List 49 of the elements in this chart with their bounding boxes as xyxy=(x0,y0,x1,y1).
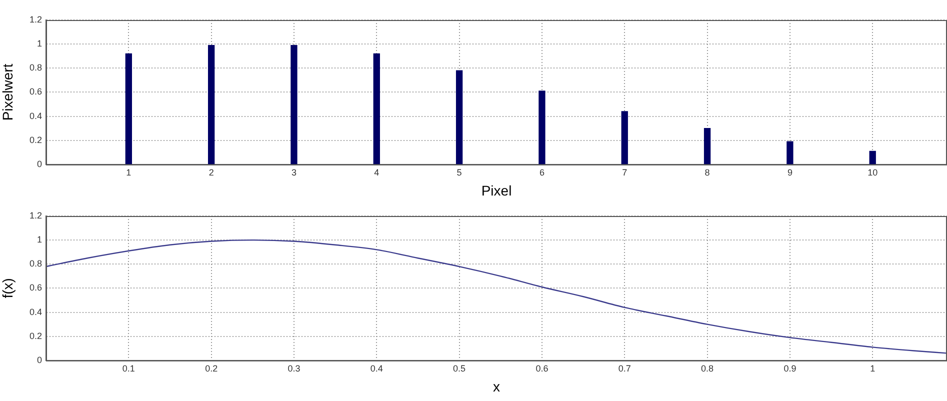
bar xyxy=(290,44,298,164)
x-tick-label: 0.6 xyxy=(536,363,548,374)
x-tick-label: 0.1 xyxy=(122,363,135,374)
x-tick-label: 7 xyxy=(622,167,628,178)
bar xyxy=(456,70,463,164)
bar xyxy=(208,44,215,164)
y-tick-label: 0.6 xyxy=(29,282,42,293)
bar xyxy=(538,90,546,164)
x-tick-label: 0.9 xyxy=(784,363,796,374)
y-tick-label: 0 xyxy=(36,354,42,365)
x-tick-label: 0.7 xyxy=(618,363,631,374)
x-tick-label: 0.8 xyxy=(701,363,714,374)
y-axis-title: f(x) xyxy=(0,278,16,298)
x-tick-label: 4 xyxy=(374,167,380,178)
x-tick-label: 9 xyxy=(787,167,792,178)
x-tick-label: 5 xyxy=(456,167,462,178)
y-tick-label: 1 xyxy=(36,234,42,245)
x-tick-label: 8 xyxy=(704,167,710,178)
y-tick-label: 1.2 xyxy=(29,14,42,24)
y-axis-title: Pixelwert xyxy=(0,64,16,121)
y-tick-label: 0.2 xyxy=(29,330,42,341)
y-tick-label: 0.2 xyxy=(29,134,42,145)
x-tick-label: 3 xyxy=(291,167,296,178)
bar xyxy=(373,53,380,164)
x-tick-label: 0.3 xyxy=(288,363,300,374)
y-tick-label: 1.2 xyxy=(29,210,42,220)
x-tick-label: 1 xyxy=(126,167,132,178)
line-series xyxy=(46,239,947,354)
y-tick-label: 0.4 xyxy=(29,110,42,121)
y-tick-label: 0 xyxy=(36,158,42,169)
x-tick-label: 0.2 xyxy=(205,363,218,374)
x-tick-label: 10 xyxy=(868,167,878,178)
y-tick-label: 0.6 xyxy=(29,86,42,97)
x-tick-label: 0.4 xyxy=(370,363,383,374)
bar xyxy=(869,150,876,164)
x-tick-label: 2 xyxy=(208,167,214,178)
bar xyxy=(704,128,711,164)
y-tick-label: 1 xyxy=(36,38,42,49)
y-tick-label: 0.4 xyxy=(29,306,42,317)
x-tick-label: 1 xyxy=(870,363,876,374)
bar xyxy=(125,53,132,164)
x-tick-label: 0.5 xyxy=(453,363,466,374)
bar xyxy=(621,111,628,164)
x-axis-title: Pixel xyxy=(481,182,512,198)
y-tick-label: 0.8 xyxy=(29,62,42,73)
x-axis-title: x xyxy=(493,378,500,394)
x-tick-label: 6 xyxy=(539,167,544,178)
y-tick-label: 0.8 xyxy=(29,258,42,269)
bar xyxy=(786,141,794,164)
